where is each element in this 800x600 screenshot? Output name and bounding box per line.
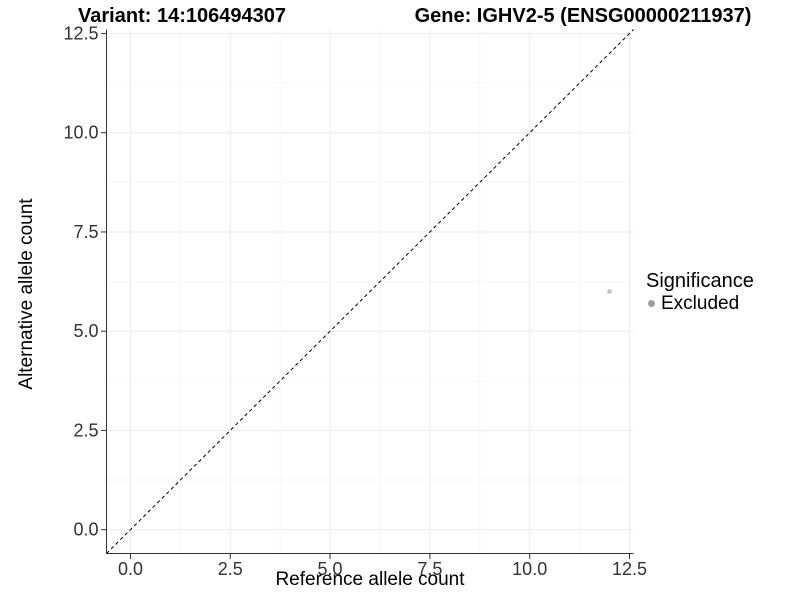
svg-text:0.0: 0.0: [73, 520, 98, 540]
svg-text:7.5: 7.5: [417, 559, 442, 579]
svg-text:12.5: 12.5: [63, 23, 98, 43]
svg-text:12.5: 12.5: [612, 559, 647, 579]
legend-title: Significance: [646, 270, 754, 292]
y-axis-title: Alternative allele count: [16, 198, 37, 390]
svg-text:2.5: 2.5: [218, 559, 243, 579]
svg-text:7.5: 7.5: [73, 222, 98, 242]
legend: Significance Excluded: [646, 270, 754, 314]
x-axis-title: Reference allele count: [275, 569, 465, 590]
svg-text:5.0: 5.0: [318, 559, 343, 579]
plot-title-gene: Gene: IGHV2-5 (ENSG00000211937): [414, 5, 752, 27]
svg-text:10.0: 10.0: [63, 123, 98, 143]
plot-title-variant: Variant: 14:106494307: [78, 5, 286, 27]
svg-text:0.0: 0.0: [118, 559, 143, 579]
legend-key-dot: [648, 300, 655, 307]
svg-text:10.0: 10.0: [512, 559, 547, 579]
legend-item-excluded: Excluded: [646, 293, 754, 314]
svg-text:2.5: 2.5: [73, 420, 98, 440]
svg-text:5.0: 5.0: [73, 321, 98, 341]
legend-item-label: Excluded: [661, 293, 740, 314]
